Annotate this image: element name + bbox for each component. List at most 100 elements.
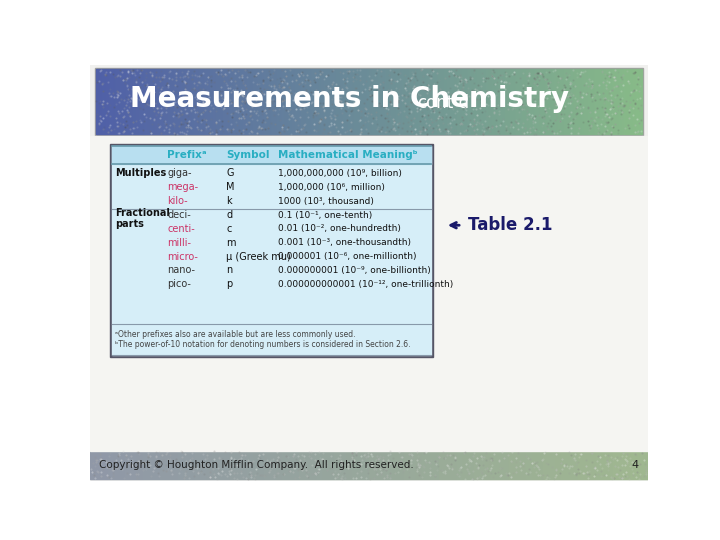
- Bar: [305, 451, 306, 479]
- Bar: [537, 70, 538, 134]
- Bar: [211, 451, 212, 479]
- Bar: [479, 451, 480, 479]
- Bar: [252, 70, 253, 134]
- Bar: [135, 70, 136, 134]
- Bar: [427, 451, 428, 479]
- Bar: [502, 70, 503, 134]
- Bar: [307, 451, 309, 479]
- Text: centi-: centi-: [168, 224, 195, 234]
- Bar: [505, 70, 506, 134]
- Bar: [534, 70, 535, 134]
- Bar: [386, 70, 387, 134]
- Bar: [367, 451, 368, 479]
- Bar: [456, 451, 457, 479]
- Bar: [530, 451, 531, 479]
- Bar: [419, 451, 420, 479]
- Bar: [413, 70, 414, 134]
- Bar: [318, 451, 319, 479]
- Bar: [293, 70, 294, 134]
- Bar: [245, 70, 246, 134]
- Bar: [524, 451, 525, 479]
- Bar: [484, 70, 485, 134]
- Bar: [534, 451, 535, 479]
- Bar: [379, 70, 380, 134]
- Text: kilo-: kilo-: [168, 196, 188, 206]
- Bar: [344, 70, 345, 134]
- Bar: [472, 70, 473, 134]
- Bar: [415, 70, 416, 134]
- Bar: [542, 70, 543, 134]
- Bar: [502, 451, 503, 479]
- Bar: [350, 451, 351, 479]
- Bar: [435, 451, 436, 479]
- Bar: [315, 70, 316, 134]
- Bar: [375, 451, 376, 479]
- Bar: [483, 70, 484, 134]
- Bar: [560, 70, 561, 134]
- Bar: [429, 70, 431, 134]
- Bar: [248, 451, 249, 479]
- Bar: [281, 70, 282, 134]
- Bar: [516, 451, 517, 479]
- Bar: [244, 70, 245, 134]
- Bar: [544, 70, 545, 134]
- Bar: [173, 70, 174, 134]
- Bar: [212, 451, 213, 479]
- Bar: [597, 451, 598, 479]
- Bar: [170, 451, 171, 479]
- Bar: [410, 70, 411, 134]
- Bar: [266, 70, 267, 134]
- Bar: [490, 70, 492, 134]
- Bar: [382, 451, 383, 479]
- Bar: [158, 451, 159, 479]
- Bar: [453, 451, 454, 479]
- Bar: [113, 451, 114, 479]
- Bar: [234, 70, 235, 134]
- Bar: [143, 70, 144, 134]
- Bar: [636, 70, 637, 134]
- Bar: [380, 451, 381, 479]
- Bar: [609, 70, 610, 134]
- Bar: [295, 451, 296, 479]
- Bar: [443, 70, 444, 134]
- Bar: [381, 451, 382, 479]
- Bar: [640, 70, 641, 134]
- Bar: [221, 451, 222, 479]
- Bar: [326, 451, 327, 479]
- Bar: [625, 70, 626, 134]
- Bar: [312, 451, 313, 479]
- Bar: [407, 451, 408, 479]
- Bar: [289, 70, 290, 134]
- Bar: [218, 451, 219, 479]
- Bar: [147, 451, 148, 479]
- Bar: [610, 70, 611, 134]
- Bar: [161, 70, 162, 134]
- Bar: [629, 451, 630, 479]
- Bar: [118, 451, 119, 479]
- Bar: [545, 70, 546, 134]
- Bar: [156, 451, 157, 479]
- Bar: [225, 451, 226, 479]
- Bar: [434, 451, 435, 479]
- Bar: [557, 70, 558, 134]
- Bar: [480, 451, 481, 479]
- Bar: [386, 451, 387, 479]
- Bar: [231, 451, 232, 479]
- Bar: [104, 70, 106, 134]
- Bar: [625, 451, 626, 479]
- Bar: [258, 70, 259, 134]
- Bar: [213, 451, 214, 479]
- Bar: [121, 70, 122, 134]
- Bar: [261, 451, 262, 479]
- Bar: [436, 451, 437, 479]
- Bar: [488, 451, 489, 479]
- Bar: [309, 451, 310, 479]
- Bar: [494, 70, 495, 134]
- Bar: [187, 451, 188, 479]
- Bar: [489, 451, 490, 479]
- Bar: [189, 70, 190, 134]
- Bar: [442, 451, 443, 479]
- Bar: [334, 70, 335, 134]
- Bar: [274, 451, 275, 479]
- Bar: [195, 451, 196, 479]
